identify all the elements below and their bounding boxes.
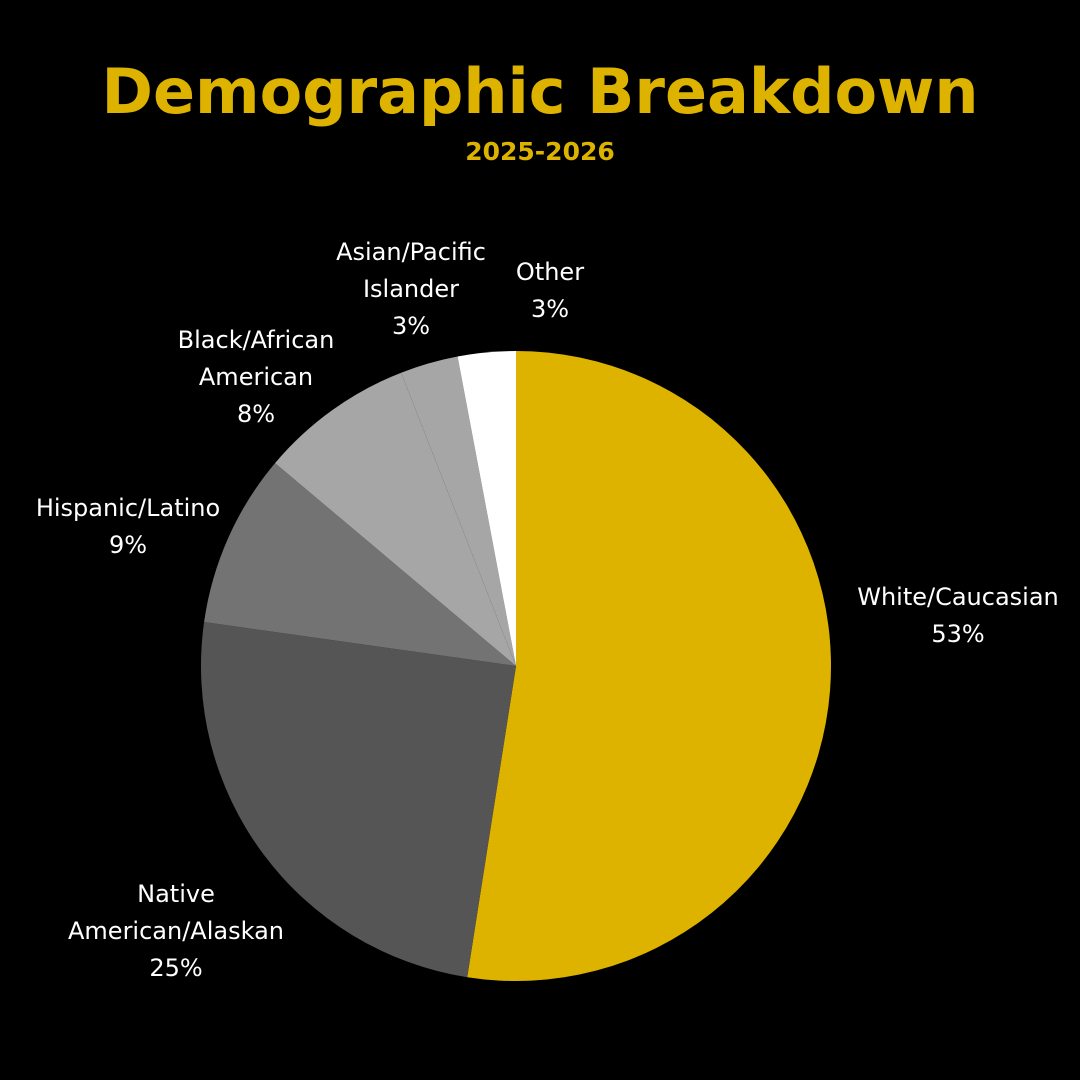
slice-label-2: Hispanic/Latino 9% (36, 494, 220, 559)
pie-labels: White/Caucasian 53% Native American/Alaskan… (36, 238, 1059, 982)
pie-slice-5 (457, 351, 516, 666)
pie-slice-3 (275, 372, 516, 666)
slice-name-label: American (199, 363, 313, 391)
pie-slice-2 (204, 463, 516, 666)
slice-value-label: 8% (237, 400, 275, 428)
slice-name-label: White/Caucasian (857, 583, 1059, 611)
slice-name-label: Asian/Pacific (336, 238, 486, 266)
pie-slice-1 (201, 622, 517, 978)
pie-slice-0 (467, 351, 832, 981)
slice-value-label: 25% (149, 954, 202, 982)
slice-label-5: Other 3% (516, 258, 584, 323)
slice-label-1: Native American/Alaskan 25% (68, 880, 284, 982)
slice-name-label: Other (516, 258, 584, 286)
slice-name-label: American/Alaskan (68, 917, 284, 945)
slice-name-label: Islander (363, 275, 459, 303)
slice-name-label: Native (137, 880, 215, 908)
slice-value-label: 53% (931, 620, 984, 648)
slice-value-label: 3% (392, 312, 430, 340)
slice-label-3: Black/African American 8% (178, 326, 335, 428)
pie-slice-4 (401, 356, 516, 666)
slice-label-4: Asian/Pacific Islander 3% (336, 238, 486, 340)
slice-name-label: Black/African (178, 326, 335, 354)
slice-value-label: 3% (531, 295, 569, 323)
slice-value-label: 9% (109, 531, 147, 559)
chart-title: Demographic Breakdown (101, 55, 979, 128)
slice-label-0: White/Caucasian 53% (857, 583, 1059, 648)
pie-slices (201, 351, 832, 981)
slice-name-label: Hispanic/Latino (36, 494, 220, 522)
chart-subtitle: 2025-2026 (465, 137, 615, 166)
